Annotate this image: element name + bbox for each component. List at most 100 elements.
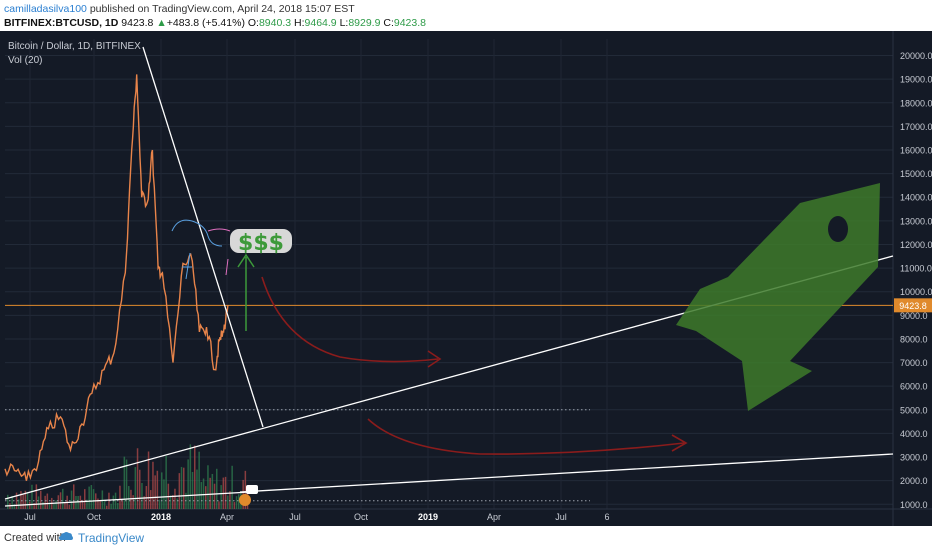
volume-bar xyxy=(139,469,141,509)
volume-bar xyxy=(7,494,9,509)
volume-bar xyxy=(128,486,130,509)
volume-bar xyxy=(156,470,159,509)
rocket-icon xyxy=(676,183,880,411)
y-tick-label: 12000.0 xyxy=(900,240,932,250)
x-tick-label: Jul xyxy=(289,512,301,522)
volume-bar xyxy=(101,490,104,509)
ticker-line: BITFINEX:BTCUSD, 1D 9423.8 ▲+483.8 (+5.4… xyxy=(4,17,426,29)
volume-bar xyxy=(143,496,145,509)
y-tick-label: 15000.0 xyxy=(900,169,932,179)
volume-bar xyxy=(79,495,82,509)
volume-bar xyxy=(165,456,167,509)
event-count-badge xyxy=(246,485,258,494)
volume-bar xyxy=(194,445,196,509)
low-value: 8929.9 xyxy=(348,17,381,29)
x-tick-label: 2019 xyxy=(418,512,438,522)
y-tick-label: 8000.0 xyxy=(900,334,928,344)
chart-area[interactable]: 1000.0 2000.0 3000.0 4000.0 5000.0 6000.0 7000… xyxy=(0,31,932,526)
x-axis: Jul Oct 2018 Apr Jul Oct 2019 Apr Jul 6 xyxy=(24,512,609,522)
volume-bar xyxy=(125,459,128,509)
x-tick-label: 6 xyxy=(604,512,609,522)
x-tick-label: 2018 xyxy=(151,512,171,522)
y-tick-label: 1000.0 xyxy=(900,500,928,510)
y-tick-label: 20000.0 xyxy=(900,51,932,61)
volume-bar xyxy=(73,484,75,509)
footer: Created with TradingView xyxy=(0,526,932,550)
x-tick-label: Apr xyxy=(220,512,234,522)
volume-bar xyxy=(121,498,123,509)
volume-bar xyxy=(180,466,183,509)
volume-bar xyxy=(163,479,165,509)
symbol-label: BITFINEX:BTCUSD, 1D xyxy=(4,17,119,29)
volume-bar xyxy=(189,444,192,509)
y-tick-label: 3000.0 xyxy=(900,453,928,463)
up-arrow-icon: ▲ xyxy=(156,17,167,29)
y-tick-label: 16000.0 xyxy=(900,146,932,156)
green-up-arrow xyxy=(237,253,255,331)
y-tick-label: 5000.0 xyxy=(900,405,928,415)
volume-bar xyxy=(44,495,46,509)
volume-bar xyxy=(227,495,229,509)
volume-bar xyxy=(40,490,42,509)
volume-bar xyxy=(235,496,238,509)
volume-bar xyxy=(231,465,233,509)
volume-bar xyxy=(88,486,90,509)
volume-bar xyxy=(200,482,203,509)
volume-bar xyxy=(161,472,163,509)
price-badge-bg xyxy=(894,298,932,313)
volume-bar xyxy=(218,501,220,509)
volume-bar xyxy=(81,499,84,509)
downtrend-line xyxy=(142,46,264,428)
publish-line: camilladasilva100 published on TradingVi… xyxy=(4,3,355,15)
x-tick-label: Oct xyxy=(87,512,102,522)
volume-label: Vol (20) xyxy=(8,55,43,66)
y-tick-label: 4000.0 xyxy=(900,429,928,439)
chart-title: Bitcoin / Dollar, 1D, BITFINEX xyxy=(8,41,141,52)
dollar-bubble xyxy=(230,229,292,253)
volume-bar xyxy=(90,485,93,509)
volume-bar xyxy=(154,475,156,509)
y-tick-label: 14000.0 xyxy=(900,193,932,203)
volume-bar xyxy=(77,495,79,509)
volume-bar xyxy=(46,493,49,509)
volume-bar xyxy=(22,494,24,509)
open-label: O: xyxy=(247,17,259,29)
publish-text: published on TradingView.com, April 24, … xyxy=(89,3,355,15)
y-tick-label: 19000.0 xyxy=(900,75,932,85)
volume-bar xyxy=(233,502,236,509)
volume-bar xyxy=(106,505,108,509)
volume-bar xyxy=(172,495,174,509)
volume-bar xyxy=(99,500,101,509)
volume-bar xyxy=(35,484,38,509)
red-arrow-2 xyxy=(367,418,685,455)
y-tick-label: 10000.0 xyxy=(900,287,932,297)
close-value: 9423.8 xyxy=(393,17,426,29)
volume-bar xyxy=(202,478,205,509)
volume-bar xyxy=(103,499,106,509)
volume-bar xyxy=(136,448,139,509)
open-value: 8940.3 xyxy=(258,17,292,29)
volume-bar xyxy=(57,495,60,509)
volume-bar xyxy=(244,470,247,509)
created-with-label: Created with xyxy=(4,532,66,544)
author-link[interactable]: camilladasilva100 xyxy=(4,3,87,15)
price-series-line xyxy=(4,74,229,481)
y-tick-label: 13000.0 xyxy=(900,216,932,226)
chart-svg[interactable]: 1000.0 2000.0 3000.0 4000.0 5000.0 6000.0 7000… xyxy=(0,31,932,526)
high-label: H: xyxy=(294,17,305,29)
volume-bar xyxy=(42,501,44,509)
volume-bar xyxy=(13,504,16,509)
volume-bar xyxy=(20,491,22,509)
volume-bar xyxy=(134,467,137,509)
volume-bar xyxy=(178,473,181,509)
volume-bar xyxy=(110,503,112,509)
volume-bar xyxy=(207,465,209,509)
volume-bar xyxy=(55,500,57,509)
volume-bar xyxy=(209,477,211,509)
tradingview-brand[interactable]: TradingView xyxy=(78,531,145,545)
volume-bar xyxy=(68,504,71,509)
volume-bar xyxy=(123,456,126,509)
volume-bar xyxy=(11,495,13,509)
volume-bar xyxy=(92,489,95,509)
y-tick-label: 17000.0 xyxy=(900,122,932,132)
